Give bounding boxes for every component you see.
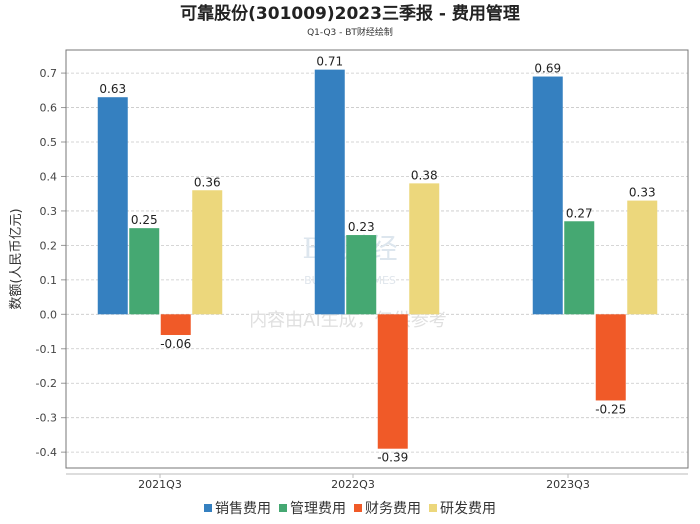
y-tick-label: 0.0 <box>40 308 58 321</box>
bar <box>532 76 563 315</box>
legend-swatch <box>354 504 362 512</box>
y-tick-label: 0.6 <box>40 102 58 115</box>
legend-swatch <box>204 504 212 512</box>
bar <box>409 183 440 315</box>
data-label: -0.39 <box>377 451 408 465</box>
y-tick-label: 0.3 <box>40 205 58 218</box>
chart-subtitle: Q1-Q3 - BT财经绘制 <box>307 28 393 38</box>
legend-item[interactable]: 财务费用 <box>354 501 421 517</box>
bar <box>346 235 377 315</box>
y-tick-label: -0.2 <box>36 377 57 390</box>
legend-label: 财务费用 <box>365 501 421 517</box>
bar <box>377 314 408 449</box>
bar <box>160 314 191 335</box>
bar <box>314 69 345 315</box>
y-tick-label: 0.4 <box>40 170 58 183</box>
data-label: 0.27 <box>566 206 593 220</box>
y-tick-label: -0.3 <box>36 412 57 425</box>
legend-item[interactable]: 研发费用 <box>429 501 496 517</box>
data-label: -0.06 <box>160 337 191 351</box>
legend-swatch <box>429 504 437 512</box>
y-tick-label: 0.7 <box>40 67 58 80</box>
data-label: -0.25 <box>595 402 626 416</box>
data-label: 0.23 <box>348 220 375 234</box>
y-tick-label: 0.1 <box>40 274 58 287</box>
legend-label: 研发费用 <box>440 501 496 517</box>
legend-item[interactable]: 销售费用 <box>204 501 271 517</box>
data-label: 0.36 <box>194 175 221 189</box>
bar <box>192 190 223 315</box>
data-label: 0.38 <box>411 168 438 182</box>
bar <box>129 228 160 315</box>
legend-swatch <box>279 504 287 512</box>
bar <box>97 97 128 315</box>
data-label: 0.63 <box>99 82 126 96</box>
bar <box>627 200 658 315</box>
y-axis-label: 数额(人民币亿元) <box>9 208 24 309</box>
data-label: 0.25 <box>131 213 158 227</box>
legend-item[interactable]: 管理费用 <box>279 501 346 517</box>
x-tick-label: 2023Q3 <box>546 478 590 491</box>
y-tick-label: 0.2 <box>40 239 58 252</box>
y-tick-label: -0.1 <box>36 343 57 356</box>
legend-label: 管理费用 <box>290 501 346 517</box>
x-tick-label: 2022Q3 <box>331 478 375 491</box>
plot-frame <box>65 49 689 469</box>
legend: 销售费用 管理费用 财务费用 研发费用 <box>0 500 700 518</box>
bar <box>595 314 626 401</box>
data-label: 0.71 <box>316 55 343 69</box>
bar <box>564 221 595 315</box>
chart-title: 可靠股份(301009)2023三季报 - 费用管理 <box>180 4 520 24</box>
legend-label: 销售费用 <box>215 501 271 517</box>
data-label: 0.33 <box>629 186 656 200</box>
x-tick-label: 2021Q3 <box>138 478 182 491</box>
y-tick-label: -0.4 <box>36 446 57 459</box>
y-tick-label: 0.5 <box>40 136 58 149</box>
data-label: 0.69 <box>534 62 561 76</box>
